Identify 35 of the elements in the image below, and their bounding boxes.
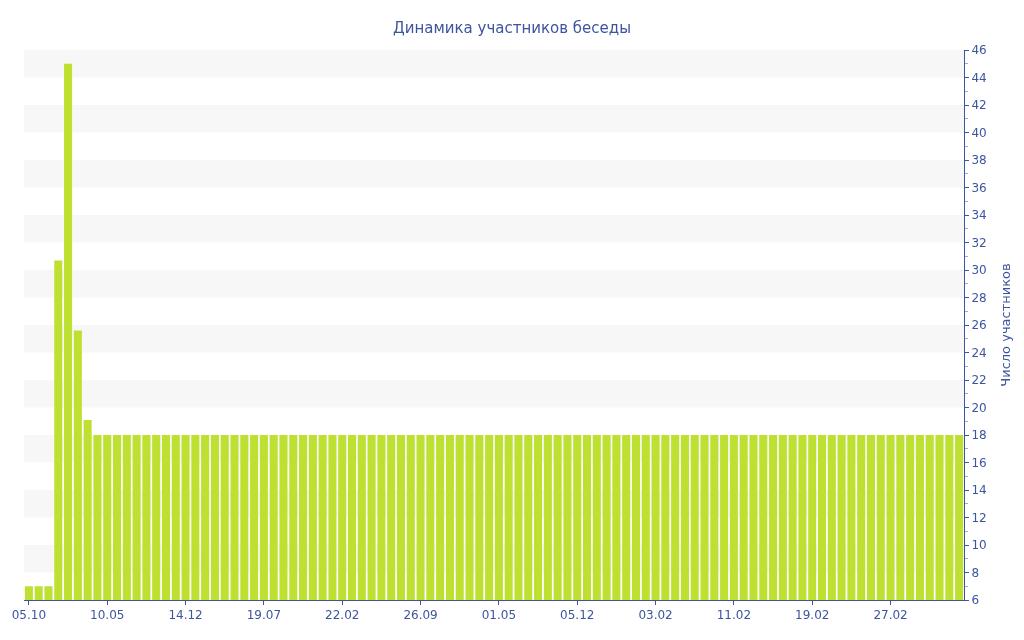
y-tick-label: 30 xyxy=(971,263,987,278)
x-tick-label: 19.02 xyxy=(795,608,830,623)
x-tick-label: 22.02 xyxy=(325,608,360,623)
y-tick-label: 38 xyxy=(971,153,987,168)
y-tick-label: 12 xyxy=(971,510,987,525)
x-tick-label: 27.02 xyxy=(873,608,908,623)
y-tick-label: 46 xyxy=(971,43,987,58)
y-tick-label: 16 xyxy=(971,455,987,470)
y-tick-label: 28 xyxy=(971,290,987,305)
x-tick-label: 05.12 xyxy=(560,608,595,623)
y-tick-label: 10 xyxy=(971,538,987,553)
y-tick-label: 42 xyxy=(971,98,987,113)
y-tick-label: 26 xyxy=(971,318,987,333)
y-tick-label: 24 xyxy=(971,345,987,360)
x-tick-label: 03.02 xyxy=(638,608,673,623)
y-tick-label: 32 xyxy=(971,235,987,250)
x-tick-label: 10.05 xyxy=(90,608,125,623)
y-tick-label: 6 xyxy=(971,593,980,608)
x-tick-label: 26.09 xyxy=(403,608,438,623)
y-tick-label: 14 xyxy=(971,483,987,498)
y-tick-label: 44 xyxy=(971,70,987,85)
x-tick-label: 11.02 xyxy=(716,608,752,623)
y-tick-label: 34 xyxy=(971,208,987,223)
chart-title: Динамика участников беседы xyxy=(392,18,632,37)
x-tick-label: 14.12 xyxy=(168,608,203,623)
y-axis-title: Число участников xyxy=(998,263,1014,387)
x-tick-label: 05.10 xyxy=(11,608,47,623)
x-tick-label: 01.05 xyxy=(481,608,517,623)
x-tick-label: 19.07 xyxy=(246,608,282,623)
y-tick-label: 40 xyxy=(971,125,987,140)
y-tick-label: 36 xyxy=(971,180,987,195)
y-tick-label: 18 xyxy=(971,428,987,443)
y-tick-label: 20 xyxy=(971,400,987,415)
y-tick-label: 22 xyxy=(971,373,987,388)
y-tick-label: 8 xyxy=(971,565,980,580)
